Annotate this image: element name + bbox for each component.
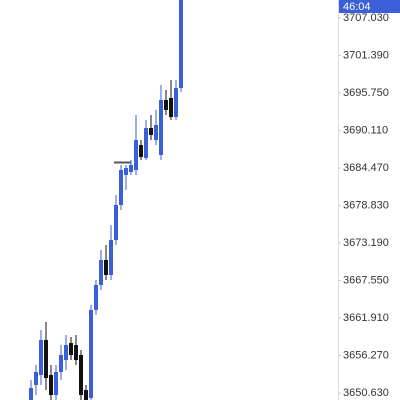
candle-body — [49, 375, 53, 396]
candle-body — [79, 354, 83, 396]
candle-body — [119, 170, 123, 205]
candle-body — [29, 387, 33, 400]
y-tick-label: 3650.630 — [343, 387, 389, 399]
candle-body — [149, 127, 153, 135]
candle-body — [154, 125, 158, 141]
candle-body — [44, 340, 48, 378]
candle-body — [134, 140, 138, 171]
y-tick-label: 3684.470 — [343, 162, 389, 174]
candle-body — [114, 204, 118, 241]
candle-body — [129, 165, 133, 173]
y-tick-label: 3695.750 — [343, 87, 389, 99]
candle-body — [144, 127, 148, 158]
y-tick-label: 3678.830 — [343, 199, 389, 211]
candle-body — [59, 354, 63, 373]
y-tick-label: 3690.110 — [343, 124, 388, 136]
y-tick-label: 3707.030 — [343, 12, 389, 24]
candle-body — [174, 88, 178, 118]
y-tick-label: 3661.910 — [343, 312, 389, 324]
candle-body — [39, 340, 43, 375]
countdown-box — [339, 0, 400, 13]
candle-body — [179, 0, 183, 89]
y-tick-label: 3673.190 — [343, 237, 389, 249]
candle-body — [109, 240, 113, 275]
candle-body — [124, 168, 128, 175]
candle-body — [64, 345, 68, 360]
candle-body — [139, 145, 143, 157]
candle-body — [34, 372, 38, 385]
candle-body — [169, 98, 173, 118]
candle-body — [164, 100, 168, 110]
y-tick-label: 3656.270 — [343, 349, 389, 361]
y-tick-label: 3667.550 — [343, 274, 389, 286]
candle-body — [94, 284, 98, 310]
candle-body — [84, 390, 88, 400]
candle-body — [104, 259, 108, 275]
countdown-label: 46:04 — [343, 1, 371, 13]
candle-body — [74, 345, 78, 360]
candle-body — [99, 259, 103, 285]
candle-body — [159, 100, 163, 155]
candle-body — [89, 309, 93, 399]
y-tick-label: 3701.390 — [343, 49, 389, 61]
candle-body — [54, 372, 58, 396]
candle-body — [69, 343, 73, 355]
